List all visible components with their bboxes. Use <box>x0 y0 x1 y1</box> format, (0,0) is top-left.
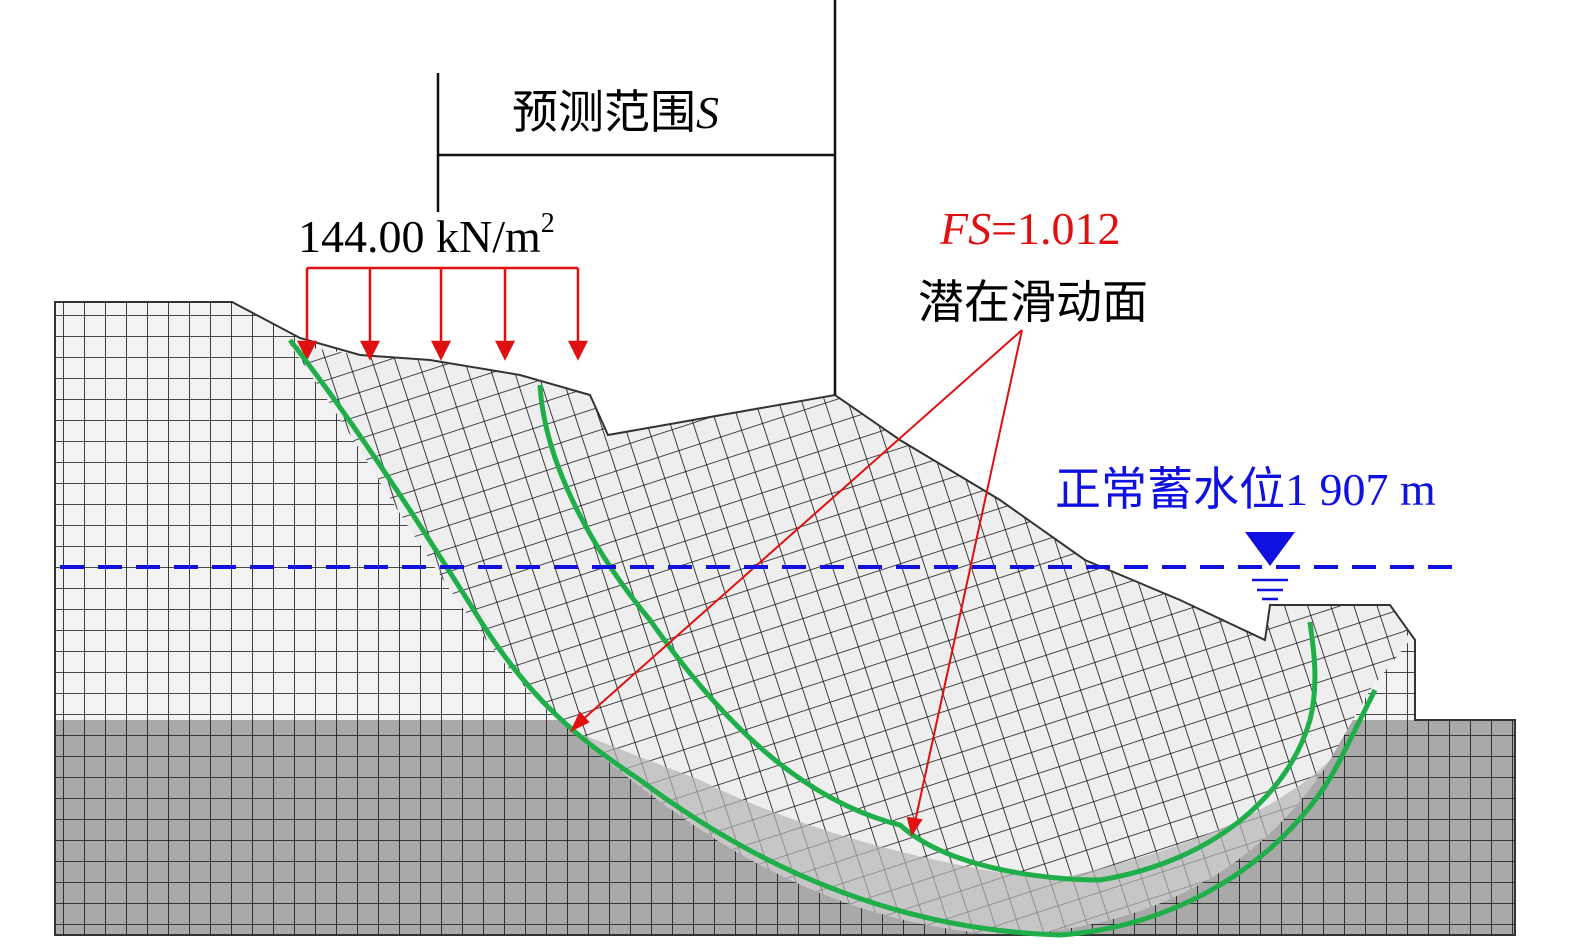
range-text: 预测范围 <box>512 87 696 138</box>
fs-symbol: FS <box>939 203 991 254</box>
load-arrows <box>296 266 589 361</box>
mesh <box>55 302 1515 935</box>
ground-outline <box>54 301 1516 936</box>
fs-label: FS=1.012 <box>939 203 1121 254</box>
range-symbol: S <box>696 87 719 138</box>
water-label: 正常蓄水位1 907 m <box>1055 464 1436 515</box>
load-sup: 2 <box>541 208 555 239</box>
slip-arrows <box>569 329 1023 837</box>
load-label: 144.00 kN/m2 <box>298 208 555 262</box>
range-bracket <box>436 0 837 395</box>
load-text: 144.00 kN/m <box>298 211 541 262</box>
range-label: 预测范围S <box>512 87 719 138</box>
fs-value: =1.012 <box>991 203 1120 254</box>
water-symbol <box>1245 532 1295 601</box>
slip-label: 潜在滑动面 <box>918 277 1148 328</box>
